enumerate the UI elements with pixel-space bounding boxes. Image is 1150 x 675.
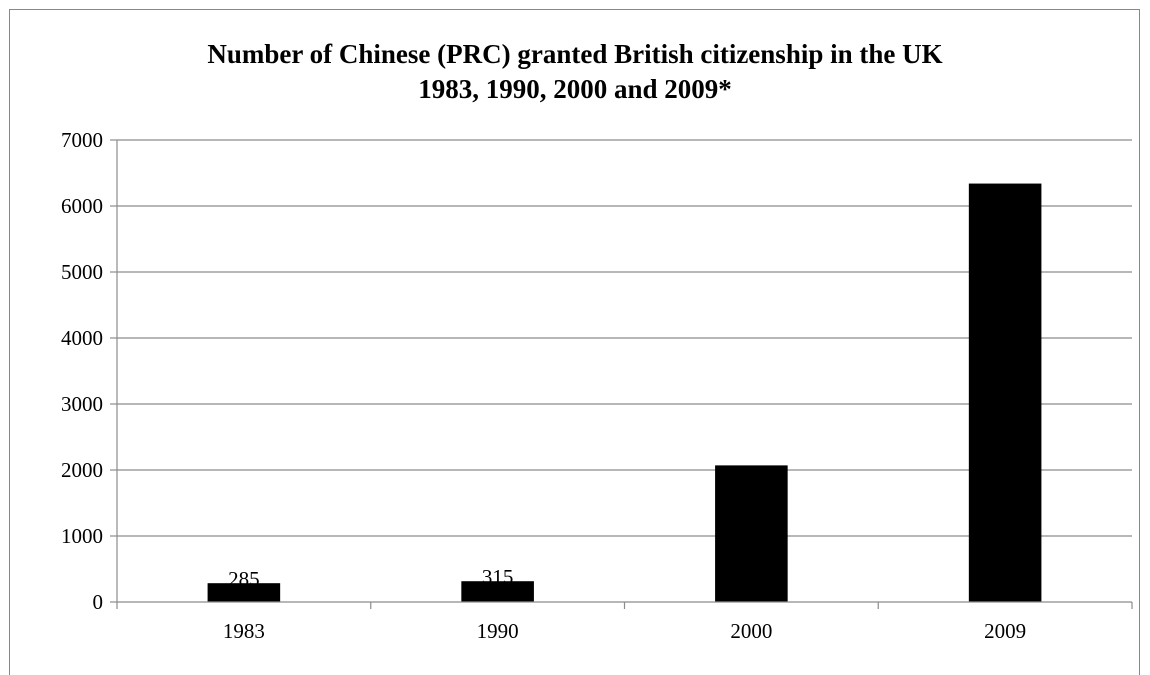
gridlines [117,139,1132,537]
y-tick-label: 7000 [61,128,103,152]
y-tick-label: 4000 [61,326,103,350]
x-tick-label: 1983 [223,619,265,643]
x-tick-label: 2000 [730,619,772,643]
x-tick-label: 2009 [984,619,1026,643]
data-labels: 285 315 [228,565,513,591]
bar-1990 [461,581,534,602]
y-tick-label: 5000 [61,260,103,284]
data-label-1990: 315 [482,565,514,589]
y-tick-label: 6000 [61,194,103,218]
data-label-1983: 285 [228,567,260,591]
chart-title-line-2: 1983, 1990, 2000 and 2009* [418,74,732,104]
bar-2000 [715,465,788,602]
y-axis-ticks: 0 1000 2000 3000 4000 5000 6000 7000 [61,128,117,614]
y-tick-label: 0 [93,590,104,614]
chart-frame [9,9,1140,675]
x-axis-ticks: 1983 1990 2000 2009 [116,602,1133,643]
chart-title-line-1: Number of Chinese (PRC) granted British … [207,39,942,69]
bars [207,183,1042,602]
y-tick-label: 2000 [61,458,103,482]
bar-1983 [207,583,281,602]
y-tick-label: 1000 [61,524,103,548]
x-tick-label: 1990 [477,619,519,643]
bar-2009 [968,183,1042,602]
y-tick-label: 3000 [61,392,103,416]
